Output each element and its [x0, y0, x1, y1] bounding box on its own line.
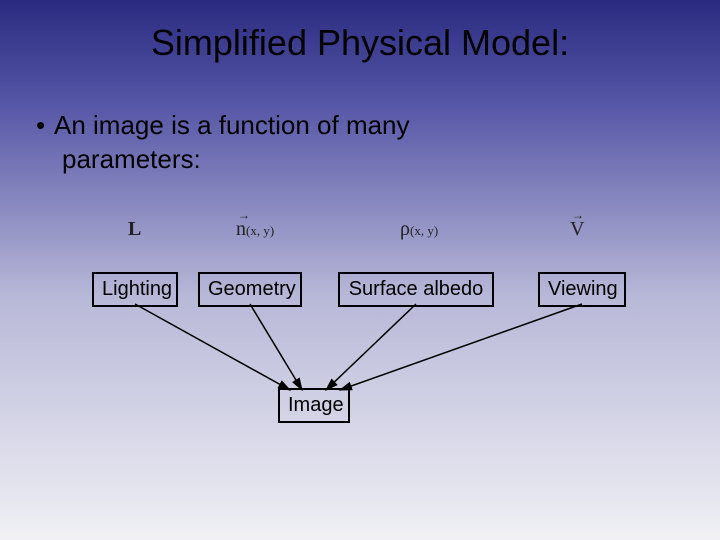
box-viewing-label: Viewing	[548, 278, 618, 300]
box-geometry-label: Geometry	[208, 278, 296, 300]
arrow-albedo	[326, 304, 416, 390]
box-image-label: Image	[288, 394, 344, 416]
vector-arrow-icon: →	[572, 208, 584, 223]
formula-albedo-letter: ρ	[400, 218, 410, 240]
arrow-geometry	[250, 304, 302, 390]
formula-geometry: → n(x, y)	[236, 218, 274, 241]
box-albedo-label: Surface albedo	[349, 278, 484, 300]
box-albedo: Surface albedo	[338, 272, 494, 307]
vector-arrow-icon: →	[238, 208, 250, 223]
formula-albedo: ρ(x, y)	[400, 218, 438, 241]
bullet-line-2: parameters:	[62, 144, 201, 175]
formula-geometry-sub: (x, y)	[246, 223, 274, 238]
bullet-text-1: An image is a function of many	[54, 110, 410, 140]
formula-lighting-letter: L	[128, 218, 141, 240]
arrows-svg	[0, 0, 720, 540]
box-lighting-label: Lighting	[102, 278, 172, 300]
formula-viewing: → V	[570, 218, 584, 241]
box-geometry: Geometry	[198, 272, 302, 307]
bullet-dot: •	[36, 110, 54, 141]
arrow-lighting	[135, 304, 290, 390]
box-viewing: Viewing	[538, 272, 626, 307]
formula-lighting: L	[128, 218, 141, 241]
arrow-viewing	[340, 304, 582, 390]
bullet-line-1: •An image is a function of many	[36, 110, 410, 141]
slide-title: Simplified Physical Model:	[0, 0, 720, 64]
box-image: Image	[278, 388, 350, 423]
formula-albedo-sub: (x, y)	[410, 223, 438, 238]
box-lighting: Lighting	[92, 272, 178, 307]
